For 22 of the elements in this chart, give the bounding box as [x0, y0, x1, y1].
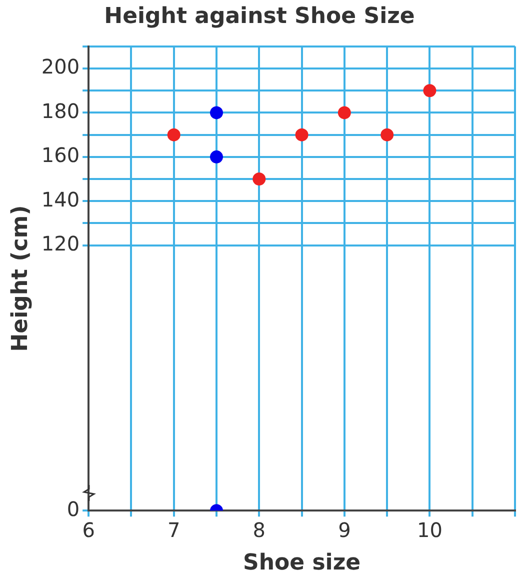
x-tick-label: 8 [252, 518, 266, 542]
x-axis-title: Shoe size [243, 550, 361, 576]
point [338, 106, 351, 120]
x-tick-label: 9 [338, 518, 351, 542]
point [210, 150, 223, 164]
y-tick-label: 200 [41, 54, 80, 79]
y-axis-title: Height (cm) [8, 205, 33, 352]
point [380, 128, 394, 142]
y-tick-label: 140 [41, 187, 80, 212]
y-tick-label: 120 [41, 232, 80, 256]
point [423, 84, 436, 98]
point [210, 106, 223, 120]
chart-title: Height against Shoe Size [104, 4, 415, 29]
point [295, 128, 308, 142]
point [252, 172, 266, 186]
y-tick-label: 160 [41, 143, 80, 168]
y-tick-label: 180 [41, 98, 80, 123]
x-tick-label: 7 [167, 518, 180, 542]
point [167, 128, 180, 142]
x-tick-label: 6 [82, 518, 95, 542]
x-tick-label: 10 [416, 518, 442, 542]
y-tick-label: 0 [66, 496, 80, 521]
